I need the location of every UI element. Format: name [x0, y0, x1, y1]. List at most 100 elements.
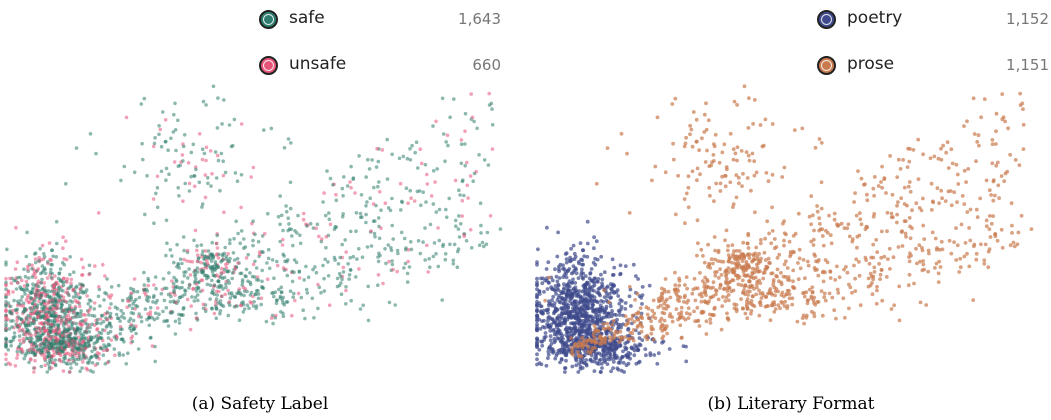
legend-item-prose[interactable]: prose 1,151 — [817, 52, 1049, 82]
scatter-point — [311, 226, 316, 230]
scatter-point — [34, 345, 39, 349]
scatter-point — [537, 361, 542, 365]
scatter-point — [535, 322, 539, 327]
scatter-point — [187, 286, 191, 290]
scatter-point — [376, 259, 381, 264]
scatter-point — [475, 126, 479, 131]
scatter-point — [157, 124, 161, 128]
scatter-point — [645, 312, 650, 317]
scatter-point — [616, 294, 621, 298]
scatter-point — [880, 164, 884, 169]
scatter-point — [404, 186, 409, 190]
scatter-point — [673, 96, 678, 101]
scatter-point — [61, 280, 65, 285]
scatter-point — [986, 265, 991, 270]
scatter-point — [1013, 158, 1018, 162]
scatter-point — [731, 288, 736, 293]
scatter-point — [477, 153, 481, 157]
scatter-point — [128, 316, 133, 321]
scatter-point — [605, 346, 610, 351]
scatter-point — [918, 300, 923, 305]
scatter-point — [599, 316, 604, 321]
scatter-point — [52, 350, 57, 355]
scatter-point — [61, 369, 66, 373]
scatter-point — [629, 317, 634, 321]
scatter-point — [866, 276, 871, 281]
scatter-point — [199, 260, 203, 265]
scatter-point — [582, 282, 587, 287]
legend-item-unsafe[interactable]: unsafe 660 — [259, 52, 501, 82]
scatter-point — [791, 284, 795, 289]
scatter-point — [130, 306, 135, 311]
scatter-point — [540, 319, 544, 323]
scatter-point — [21, 340, 26, 345]
scatter-point — [675, 287, 680, 292]
scatter-point — [328, 176, 333, 181]
scatter-point — [53, 314, 58, 318]
scatter-point — [26, 276, 31, 280]
scatter-point — [749, 275, 754, 279]
scatter-point — [766, 304, 770, 308]
scatter-point — [260, 268, 265, 273]
scatter-point — [433, 180, 437, 184]
scatter-point — [45, 370, 50, 374]
scatter-point — [693, 298, 698, 303]
scatter-point — [563, 296, 567, 301]
scatter-point — [344, 302, 348, 306]
scatter-point — [29, 345, 34, 349]
scatter-point — [636, 277, 640, 281]
scatter-point — [341, 265, 346, 270]
scatter-point — [280, 243, 285, 247]
legend-marker-poetry — [817, 10, 836, 29]
scatter-point — [692, 309, 696, 314]
scatter-point — [306, 275, 311, 280]
scatter-point — [69, 306, 74, 310]
scatter-point — [264, 319, 269, 324]
scatter-point — [189, 174, 193, 179]
scatter-point — [71, 345, 75, 350]
scatter-point — [1006, 126, 1010, 131]
scatter-point — [91, 370, 95, 374]
scatter-point — [704, 101, 708, 106]
scatter-point — [548, 338, 553, 343]
scatter-point — [618, 343, 622, 348]
scatter-point — [286, 137, 291, 141]
scatter-point — [598, 293, 602, 298]
scatter-point — [213, 262, 218, 267]
scatter-point — [736, 175, 741, 180]
scatter-point — [639, 329, 644, 334]
scatter-point — [535, 292, 539, 297]
scatter-point — [908, 251, 912, 256]
scatter-point — [452, 242, 457, 247]
scatter-point — [927, 251, 931, 256]
scatter-point — [751, 122, 755, 126]
scatter-point — [822, 295, 827, 300]
scatter-point — [677, 278, 682, 283]
scatter-point — [290, 313, 294, 318]
scatter-point — [251, 238, 255, 243]
scatter-point — [216, 256, 221, 260]
legend-item-poetry[interactable]: poetry 1,152 — [817, 6, 1049, 36]
scatter-point — [334, 192, 338, 197]
scatter-point — [15, 346, 20, 351]
scatter-point — [743, 311, 748, 316]
scatter-point — [233, 295, 237, 299]
scatter-point — [662, 318, 667, 323]
scatter-point — [72, 270, 76, 275]
scatter-point — [750, 303, 755, 307]
scatter-point — [745, 316, 750, 321]
legend-item-safe[interactable]: safe 1,643 — [259, 6, 501, 36]
scatter-point — [592, 276, 597, 281]
scatter-point — [68, 272, 72, 277]
scatter-point — [196, 298, 200, 303]
scatter-point — [75, 325, 80, 330]
scatter-point — [585, 335, 589, 340]
scatter-point — [299, 295, 304, 300]
legend-count-poetry: 1,152 — [1006, 10, 1049, 28]
scatter-point — [718, 267, 722, 271]
scatter-point — [253, 259, 257, 264]
scatter-point — [64, 315, 69, 320]
scatter-point — [704, 332, 709, 336]
scatter-point — [327, 211, 331, 215]
scatter-point — [104, 325, 109, 329]
